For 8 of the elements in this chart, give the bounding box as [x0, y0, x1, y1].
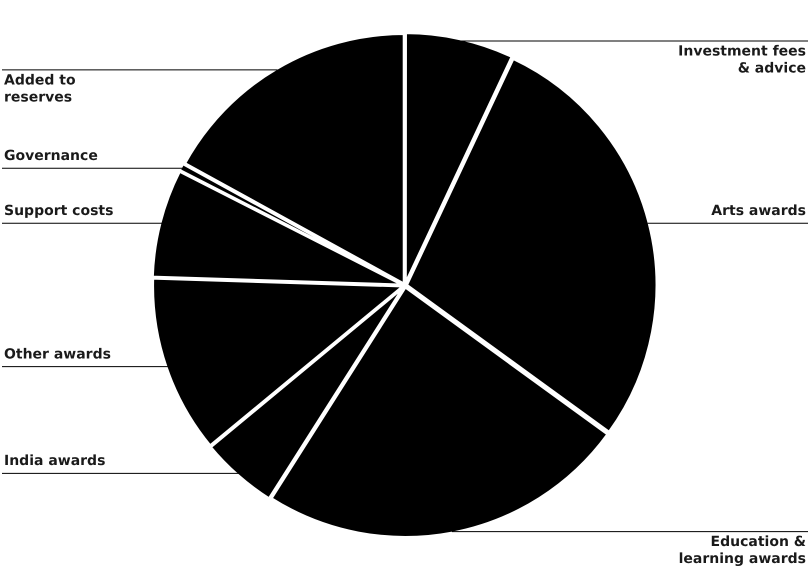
slice-label: Investment fees & advice [678, 44, 806, 77]
slice-label: Governance [4, 148, 98, 164]
slice-label: Support costs [4, 202, 114, 219]
slice-label: Other awards [4, 346, 111, 362]
slice-label: Added to reserves [4, 72, 76, 106]
slice-label: Education & learning awards [678, 534, 806, 568]
slice-label: Arts awards [711, 202, 806, 219]
slice-label: India awards [4, 453, 106, 470]
